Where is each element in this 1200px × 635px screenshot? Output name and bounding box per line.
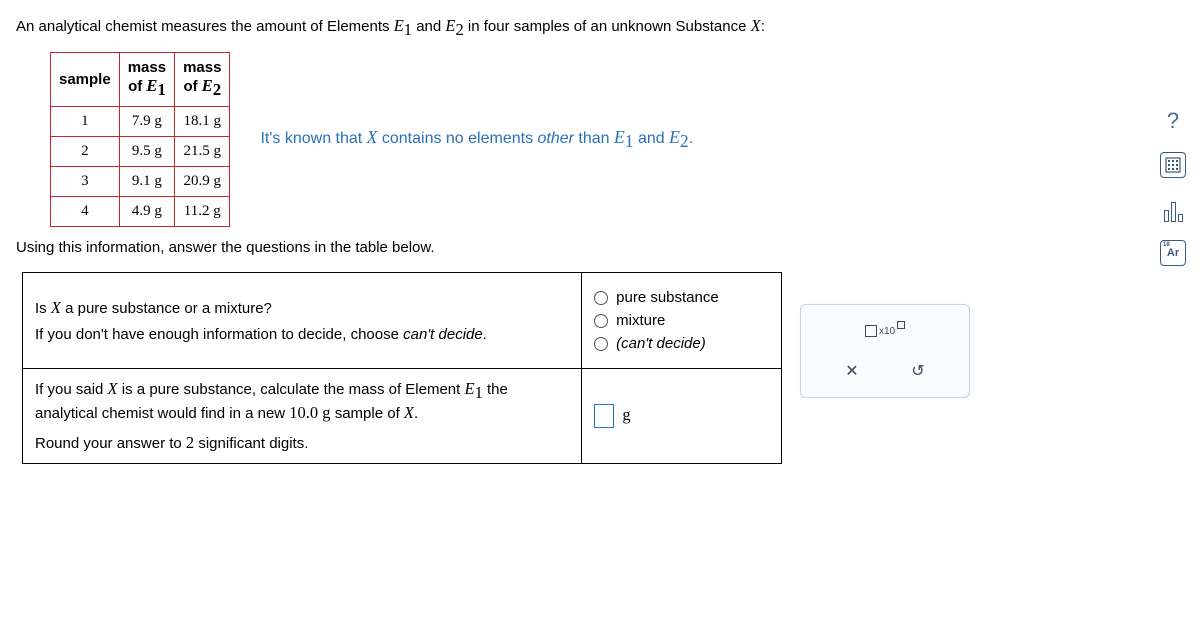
table-row: 44.9 g11.2 g bbox=[51, 197, 230, 227]
intro-e1-sub: 1 bbox=[404, 20, 412, 39]
sci-notation-button[interactable]: x10 bbox=[865, 325, 905, 337]
table-row: 17.9 g18.1 g bbox=[51, 107, 230, 137]
intro-e2: E bbox=[445, 16, 455, 35]
help-icon[interactable]: ? bbox=[1160, 108, 1186, 134]
atomic-num: 18 bbox=[1163, 242, 1170, 248]
answer-table: Is X a pure substance or a mixture? If y… bbox=[22, 272, 782, 464]
option-pure-substance[interactable]: pure substance bbox=[594, 289, 769, 306]
intro-text: An analytical chemist measures the amoun… bbox=[16, 18, 394, 35]
tool-panel: x10 ✕ ↺ bbox=[800, 304, 970, 398]
problem-intro: An analytical chemist measures the amoun… bbox=[16, 16, 1184, 40]
option-label: pure substance bbox=[616, 289, 719, 306]
radio-icon bbox=[594, 337, 608, 351]
intro-x: X bbox=[751, 16, 761, 35]
option-cant-decide[interactable]: (can't decide) bbox=[594, 335, 769, 352]
radio-icon bbox=[594, 291, 608, 305]
intro-suffix: in four samples of an unknown Substance bbox=[464, 18, 751, 35]
q2-answer-cell: g bbox=[582, 369, 782, 464]
mass-input[interactable] bbox=[594, 404, 614, 428]
radio-icon bbox=[594, 314, 608, 328]
bar-chart-icon[interactable] bbox=[1164, 196, 1183, 222]
hint-text: It's known that X contains no elements o… bbox=[260, 127, 693, 152]
box-icon bbox=[865, 325, 877, 337]
intro-e2-sub: 2 bbox=[456, 20, 464, 39]
instruction-text: Using this information, answer the quest… bbox=[16, 239, 1184, 256]
col-mass-e1: massof E1 bbox=[119, 53, 174, 107]
side-toolbar: ? 18 Ar bbox=[1160, 108, 1186, 266]
sci-label: x10 bbox=[879, 326, 895, 337]
element-symbol: Ar bbox=[1167, 247, 1179, 259]
table-row: 39.1 g20.9 g bbox=[51, 167, 230, 197]
col-sample: sample bbox=[51, 53, 120, 107]
q1-options: pure substance mixture (can't decide) bbox=[582, 273, 782, 369]
close-button[interactable]: ✕ bbox=[837, 356, 867, 386]
periodic-table-icon[interactable]: 18 Ar bbox=[1160, 240, 1186, 266]
q1-cell: Is X a pure substance or a mixture? If y… bbox=[23, 273, 582, 369]
intro-and: and bbox=[412, 18, 445, 35]
box-icon bbox=[897, 321, 905, 329]
table-row: 29.5 g21.5 g bbox=[51, 137, 230, 167]
unit-label: g bbox=[622, 405, 630, 424]
intro-end: : bbox=[761, 18, 765, 35]
col-mass-e2: massof E2 bbox=[175, 53, 230, 107]
option-label: (can't decide) bbox=[616, 335, 706, 352]
sample-data-table: sample massof E1 massof E2 17.9 g18.1 g … bbox=[50, 52, 230, 227]
q2-cell: If you said X is a pure substance, calcu… bbox=[23, 369, 582, 464]
option-label: mixture bbox=[616, 312, 665, 329]
calculator-icon[interactable] bbox=[1160, 152, 1186, 178]
intro-e1: E bbox=[394, 16, 404, 35]
option-mixture[interactable]: mixture bbox=[594, 312, 769, 329]
undo-button[interactable]: ↺ bbox=[903, 356, 933, 386]
